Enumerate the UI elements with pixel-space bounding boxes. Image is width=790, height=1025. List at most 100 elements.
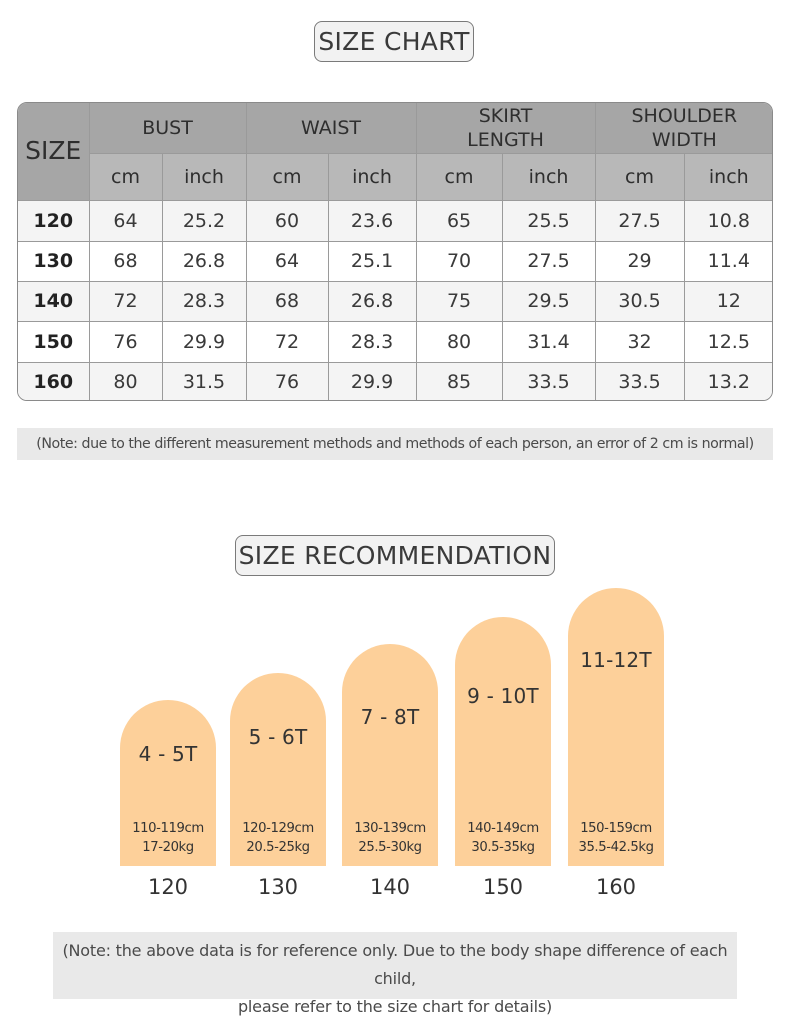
age-label: 11-12T — [580, 648, 652, 672]
recommended-size: 150 — [482, 875, 524, 899]
measurement-label: 110-119cm 17-20kg — [120, 819, 216, 857]
table-cell: 12.5 — [683, 320, 772, 363]
age-label: 4 - 5T — [138, 742, 198, 766]
table-cell: 31.5 — [161, 361, 247, 400]
table-cell: 29.9 — [161, 320, 247, 363]
table-cell: 64 — [88, 199, 163, 242]
table-cell: 28.3 — [161, 280, 247, 322]
weight-range: 30.5-35kg — [471, 840, 535, 855]
measurement-label: 120-129cm 20.5-25kg — [230, 819, 326, 857]
row-size-cell: 140 — [18, 280, 90, 322]
age-label: 9 - 10T — [467, 684, 539, 708]
table-cell: 80 — [415, 320, 503, 363]
table-row: 160 80 31.5 76 29.9 85 33.5 33.5 13.2 — [18, 361, 772, 400]
shoulder-width-header: SHOULDER WIDTH — [594, 103, 772, 154]
bust-header: BUST — [88, 103, 247, 154]
table-cell: 68 — [88, 240, 163, 282]
table-cell: 25.5 — [501, 199, 596, 242]
size-recommendation-title: SIZE RECOMMENDATION — [235, 535, 555, 576]
measurement-label: 130-139cm 25.5-30kg — [342, 819, 438, 857]
measurement-label: 140-149cm 30.5-35kg — [455, 819, 551, 857]
table-row: 140 72 28.3 68 26.8 75 29.5 30.5 12 — [18, 280, 772, 322]
row-size-cell: 150 — [18, 320, 90, 363]
height-range: 110-119cm — [132, 821, 204, 836]
table-cell: 26.8 — [327, 280, 417, 322]
table-cell: 31.4 — [501, 320, 596, 363]
recommended-size: 140 — [369, 875, 411, 899]
unit-header: inch — [327, 152, 417, 201]
size-chart-note: (Note: due to the different measurement … — [17, 428, 773, 460]
table-cell: 25.2 — [161, 199, 247, 242]
row-size-cell: 160 — [18, 361, 90, 400]
height-range: 130-139cm — [354, 821, 426, 836]
weight-range: 35.5-42.5kg — [578, 840, 654, 855]
table-cell: 33.5 — [501, 361, 596, 400]
size-recommendation-note: (Note: the above data is for reference o… — [53, 932, 737, 1016]
weight-range: 17-20kg — [142, 840, 194, 855]
unit-header: cm — [245, 152, 329, 201]
unit-header: cm — [89, 152, 163, 201]
weight-range: 25.5-30kg — [358, 840, 422, 855]
size-chart-table: SIZE BUST WAIST SKIRT LENGTH SHOULDER WI… — [17, 102, 773, 401]
age-label: 5 - 6T — [248, 725, 308, 749]
table-cell: 27.5 — [594, 199, 685, 242]
unit-header: inch — [683, 152, 772, 201]
recommendation-bar: 11-12T 150-159cm 35.5-42.5kg — [568, 588, 664, 866]
table-cell: 25.1 — [327, 240, 417, 282]
row-size-cell: 120 — [18, 199, 90, 242]
table-cell: 29.5 — [501, 280, 596, 322]
size-column-header: SIZE — [18, 103, 90, 201]
table-cell: 85 — [415, 361, 503, 400]
table-cell: 10.8 — [683, 199, 772, 242]
table-cell: 29 — [594, 240, 685, 282]
unit-header: cm — [594, 152, 685, 201]
table-cell: 70 — [415, 240, 503, 282]
table-cell: 72 — [245, 320, 329, 363]
table-cell: 23.6 — [327, 199, 417, 242]
skirt-length-header: SKIRT LENGTH — [415, 103, 596, 154]
table-cell: 68 — [245, 280, 329, 322]
waist-header: WAIST — [245, 103, 417, 154]
table-cell: 29.9 — [327, 361, 417, 400]
table-cell: 30.5 — [594, 280, 685, 322]
table-cell: 28.3 — [327, 320, 417, 363]
note-line: (Note: the above data is for reference o… — [62, 941, 728, 988]
table-cell: 64 — [245, 240, 329, 282]
table-cell: 72 — [88, 280, 163, 322]
table-row: 120 64 25.2 60 23.6 65 25.5 27.5 10.8 — [18, 199, 772, 242]
table-cell: 13.2 — [683, 361, 772, 400]
recommendation-bar: 7 - 8T 130-139cm 25.5-30kg — [342, 644, 438, 866]
table-row: 150 76 29.9 72 28.3 80 31.4 32 12.5 — [18, 320, 772, 363]
measurement-label: 150-159cm 35.5-42.5kg — [568, 819, 664, 857]
recommended-size: 120 — [147, 875, 189, 899]
unit-header: cm — [415, 152, 503, 201]
height-range: 140-149cm — [467, 821, 539, 836]
height-range: 120-129cm — [242, 821, 314, 836]
table-cell: 26.8 — [161, 240, 247, 282]
table-cell: 65 — [415, 199, 503, 242]
table-cell: 12 — [683, 280, 772, 322]
table-row: 130 68 26.8 64 25.1 70 27.5 29 11.4 — [18, 240, 772, 282]
table-cell: 76 — [88, 320, 163, 363]
weight-range: 20.5-25kg — [246, 840, 310, 855]
recommendation-bar: 5 - 6T 120-129cm 20.5-25kg — [230, 673, 326, 866]
recommended-size: 130 — [257, 875, 299, 899]
unit-header: inch — [501, 152, 596, 201]
size-chart-title: SIZE CHART — [314, 21, 474, 62]
table-cell: 76 — [245, 361, 329, 400]
recommended-size: 160 — [595, 875, 637, 899]
table-cell: 75 — [415, 280, 503, 322]
table-cell: 80 — [88, 361, 163, 400]
table-cell: 32 — [594, 320, 685, 363]
table-cell: 60 — [245, 199, 329, 242]
height-range: 150-159cm — [580, 821, 652, 836]
row-size-cell: 130 — [18, 240, 90, 282]
table-cell: 11.4 — [683, 240, 772, 282]
recommendation-bar: 4 - 5T 110-119cm 17-20kg — [120, 700, 216, 866]
note-line: please refer to the size chart for detai… — [237, 997, 553, 1016]
unit-header: inch — [161, 152, 247, 201]
age-label: 7 - 8T — [360, 705, 420, 729]
table-cell: 27.5 — [501, 240, 596, 282]
recommendation-bar: 9 - 10T 140-149cm 30.5-35kg — [455, 617, 551, 866]
table-cell: 33.5 — [594, 361, 685, 400]
